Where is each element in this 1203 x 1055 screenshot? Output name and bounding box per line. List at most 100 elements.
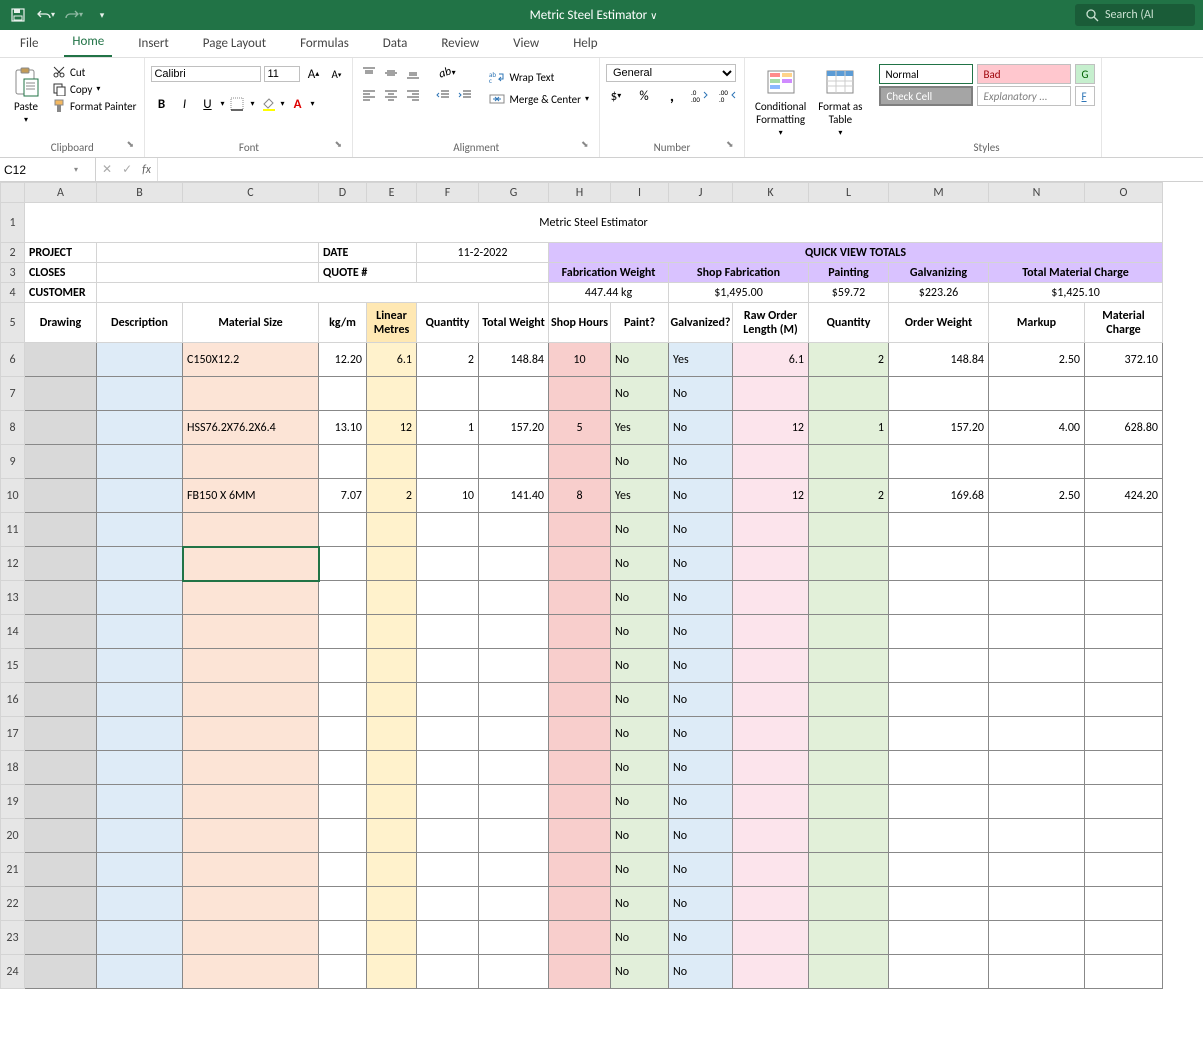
bold-button[interactable]: B [151,94,171,114]
q2-24[interactable] [809,955,889,989]
kgm-10[interactable]: 7.07 [319,479,367,513]
spreadsheet-grid[interactable]: ABCDEFGHIJKLMNO1Metric Steel Estimator2P… [0,182,1163,989]
desc-7[interactable] [97,377,183,411]
q2-10[interactable]: 2 [809,479,889,513]
tw-16[interactable] [479,683,549,717]
material-15[interactable] [183,649,319,683]
drawing-16[interactable] [25,683,97,717]
desc-10[interactable] [97,479,183,513]
galv-24[interactable]: No [669,955,733,989]
format-painter-button[interactable]: Format Painter [50,98,138,114]
shop-21[interactable] [549,853,611,887]
shop-15[interactable] [549,649,611,683]
paint-14[interactable]: No [611,615,669,649]
tab-view[interactable]: View [505,30,547,57]
galv-11[interactable]: No [669,513,733,547]
paint-10[interactable]: Yes [611,479,669,513]
qty-13[interactable] [417,581,479,615]
mc-24[interactable] [1085,955,1163,989]
row-header-12[interactable]: 12 [1,547,25,581]
raw-21[interactable] [733,853,809,887]
paint-21[interactable]: No [611,853,669,887]
drawing-19[interactable] [25,785,97,819]
q2-7[interactable] [809,377,889,411]
accounting-format-button[interactable]: $ ▾ [606,86,626,106]
row-header-4[interactable]: 4 [1,283,25,303]
mk-21[interactable] [989,853,1085,887]
mk-16[interactable] [989,683,1085,717]
tw-6[interactable]: 148.84 [479,343,549,377]
paint-11[interactable]: No [611,513,669,547]
formula-input[interactable] [158,158,1203,181]
wrap-text-button[interactable]: abcWrap Text [485,68,593,86]
qty-10[interactable]: 10 [417,479,479,513]
ow-13[interactable] [889,581,989,615]
mk-13[interactable] [989,581,1085,615]
galv-13[interactable]: No [669,581,733,615]
qty-17[interactable] [417,717,479,751]
style-check-cell[interactable]: Check Cell [879,86,973,106]
tw-19[interactable] [479,785,549,819]
borders-button[interactable] [227,94,247,114]
align-top-icon[interactable] [359,64,379,82]
kgm-20[interactable] [319,819,367,853]
col-header-N[interactable]: N [989,183,1085,203]
shop-23[interactable] [549,921,611,955]
desc-18[interactable] [97,751,183,785]
save-icon[interactable] [8,5,28,25]
ow-14[interactable] [889,615,989,649]
tab-file[interactable]: File [12,30,46,57]
q2-8[interactable]: 1 [809,411,889,445]
desc-23[interactable] [97,921,183,955]
align-middle-icon[interactable] [381,64,401,82]
desc-6[interactable] [97,343,183,377]
galv-10[interactable]: No [669,479,733,513]
ow-17[interactable] [889,717,989,751]
lin-14[interactable] [367,615,417,649]
name-box[interactable]: ▾ [0,158,96,181]
raw-7[interactable] [733,377,809,411]
mk-10[interactable]: 2.50 [989,479,1085,513]
ow-23[interactable] [889,921,989,955]
drawing-12[interactable] [25,547,97,581]
row-header-24[interactable]: 24 [1,955,25,989]
raw-18[interactable] [733,751,809,785]
search-box[interactable]: Search (Al [1075,4,1195,26]
desc-8[interactable] [97,411,183,445]
row-header-13[interactable]: 13 [1,581,25,615]
format-as-table-button[interactable]: Format as Table▾ [814,64,866,140]
decrease-decimal-icon[interactable]: .00.0 [718,86,738,106]
material-21[interactable] [183,853,319,887]
galv-21[interactable]: No [669,853,733,887]
qty-21[interactable] [417,853,479,887]
ow-9[interactable] [889,445,989,479]
col-header-M[interactable]: M [889,183,989,203]
kgm-16[interactable] [319,683,367,717]
raw-23[interactable] [733,921,809,955]
raw-22[interactable] [733,887,809,921]
font-launcher[interactable]: ⬊ [334,139,348,153]
ow-19[interactable] [889,785,989,819]
q2-9[interactable] [809,445,889,479]
material-22[interactable] [183,887,319,921]
lin-12[interactable] [367,547,417,581]
paint-16[interactable]: No [611,683,669,717]
ow-20[interactable] [889,819,989,853]
col-header-G[interactable]: G [479,183,549,203]
row-header-21[interactable]: 21 [1,853,25,887]
qty-24[interactable] [417,955,479,989]
kgm-9[interactable] [319,445,367,479]
galv-17[interactable]: No [669,717,733,751]
mc-17[interactable] [1085,717,1163,751]
number-format-select[interactable]: General [606,64,736,82]
galv-15[interactable]: No [669,649,733,683]
style-explanatory[interactable]: Explanatory ... [977,86,1071,106]
col-header-B[interactable]: B [97,183,183,203]
raw-16[interactable] [733,683,809,717]
material-17[interactable] [183,717,319,751]
col-header-O[interactable]: O [1085,183,1163,203]
mk-9[interactable] [989,445,1085,479]
shop-17[interactable] [549,717,611,751]
drawing-15[interactable] [25,649,97,683]
q2-15[interactable] [809,649,889,683]
